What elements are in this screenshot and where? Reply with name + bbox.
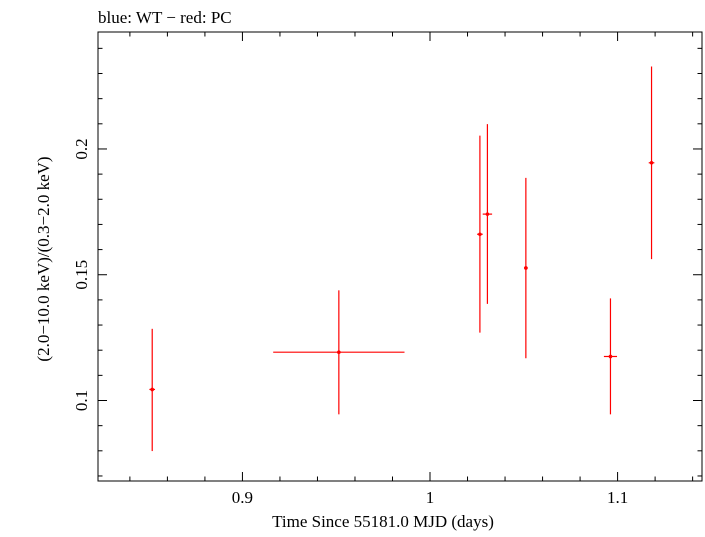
x-tick-label: 0.9 — [232, 488, 253, 507]
x-tick-label: 1 — [426, 488, 435, 507]
point-marker — [524, 266, 528, 270]
x-tick-label: 1.1 — [607, 488, 628, 507]
chart-title: blue: WT − red: PC — [98, 8, 232, 27]
data-point — [273, 290, 405, 415]
data-point — [603, 298, 618, 415]
y-tick-label: 0.2 — [72, 138, 91, 159]
point-marker — [150, 387, 155, 392]
y-tick-label: 0.15 — [72, 260, 91, 290]
data-point — [482, 124, 493, 304]
axis-tick-labels: 0.9 1 1.1 0.1 0.15 0.2 — [72, 138, 628, 507]
data-points — [149, 66, 655, 452]
axis-ticks — [98, 32, 702, 481]
data-point — [149, 328, 156, 452]
point-marker — [608, 354, 613, 359]
data-point — [477, 135, 483, 333]
data-point — [648, 66, 655, 260]
point-marker — [337, 350, 341, 355]
point-marker — [485, 212, 490, 216]
data-point — [523, 177, 528, 359]
y-tick-label: 0.1 — [72, 390, 91, 411]
x-axis-label: Time Since 55181.0 MJD (days) — [272, 512, 494, 531]
point-marker — [478, 232, 482, 237]
point-marker — [649, 161, 654, 165]
y-axis-label: (2.0−10.0 keV)/(0.3−2.0 keV) — [34, 156, 53, 361]
plot-frame — [97, 31, 703, 482]
